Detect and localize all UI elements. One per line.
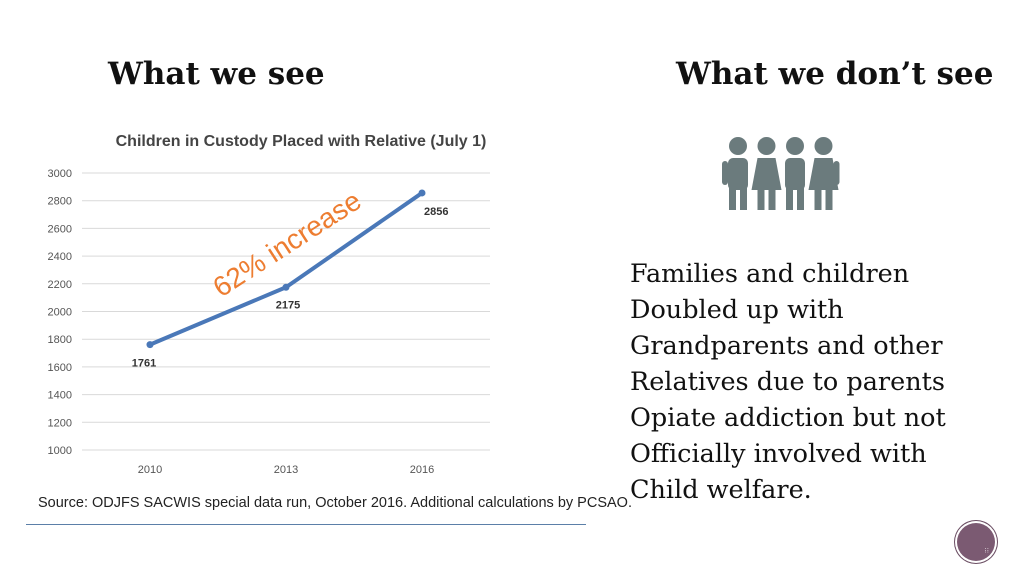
- heading-what-we-dont-see: What we don’t see: [676, 56, 994, 92]
- person-figure: [808, 137, 840, 210]
- description-line: Child welfare.: [630, 475, 812, 505]
- data-point: [146, 341, 154, 349]
- y-tick-label: 1400: [48, 390, 72, 402]
- person-figure: [785, 137, 805, 210]
- y-tick-label: 2400: [48, 251, 72, 263]
- chart-source: Source: ODJFS SACWIS special data run, O…: [38, 495, 632, 511]
- divider-line: [26, 524, 586, 525]
- four-people-icon: [722, 137, 840, 210]
- y-tick-label: 1200: [48, 417, 72, 429]
- nav-dots-icon: ⁝⁝: [984, 547, 989, 555]
- y-tick-label: 3000: [48, 168, 72, 180]
- y-tick-label: 1600: [48, 362, 72, 374]
- description-line: Families and children: [630, 259, 910, 289]
- data-label: 2175: [276, 299, 300, 311]
- description-line: Doubled up with: [630, 295, 844, 325]
- description-line: Grandparents and other: [630, 331, 943, 361]
- description-line: Opiate addiction but not: [630, 403, 946, 433]
- description-line: Relatives due to parents: [630, 367, 945, 397]
- x-tick-label: 2010: [138, 464, 162, 476]
- chart-title: Children in Custody Placed with Relative…: [116, 133, 487, 150]
- x-tick-label: 2013: [274, 464, 298, 476]
- y-tick-label: 1800: [48, 334, 72, 346]
- data-label: 1761: [132, 358, 156, 370]
- person-figure: [751, 137, 782, 210]
- heading-what-we-see: What we see: [108, 56, 325, 92]
- data-point: [418, 189, 426, 197]
- y-tick-label: 2000: [48, 307, 72, 319]
- person-figure: [722, 137, 748, 210]
- series-line: [148, 190, 424, 347]
- description-line: Officially involved with: [630, 439, 927, 469]
- data-point: [282, 283, 290, 291]
- line-chart: 1000 1200 1400 1600 1800 2000 2200 2400 2600 2800…: [24, 118, 632, 528]
- y-tick-label: 1000: [48, 445, 72, 457]
- y-tick-label: 2800: [48, 196, 72, 208]
- chart-canvas: 1000 1200 1400 1600 1800 2000 2200 2400 2600 2800…: [48, 133, 490, 476]
- x-tick-label: 2016: [410, 464, 434, 476]
- y-tick-label: 2600: [48, 223, 72, 235]
- description-text: Families and children Doubled up with Gran…: [630, 256, 1010, 508]
- y-tick-label: 2200: [48, 279, 72, 291]
- data-label: 2856: [424, 206, 448, 218]
- slide-nav-button[interactable]: ⁝⁝: [957, 523, 995, 561]
